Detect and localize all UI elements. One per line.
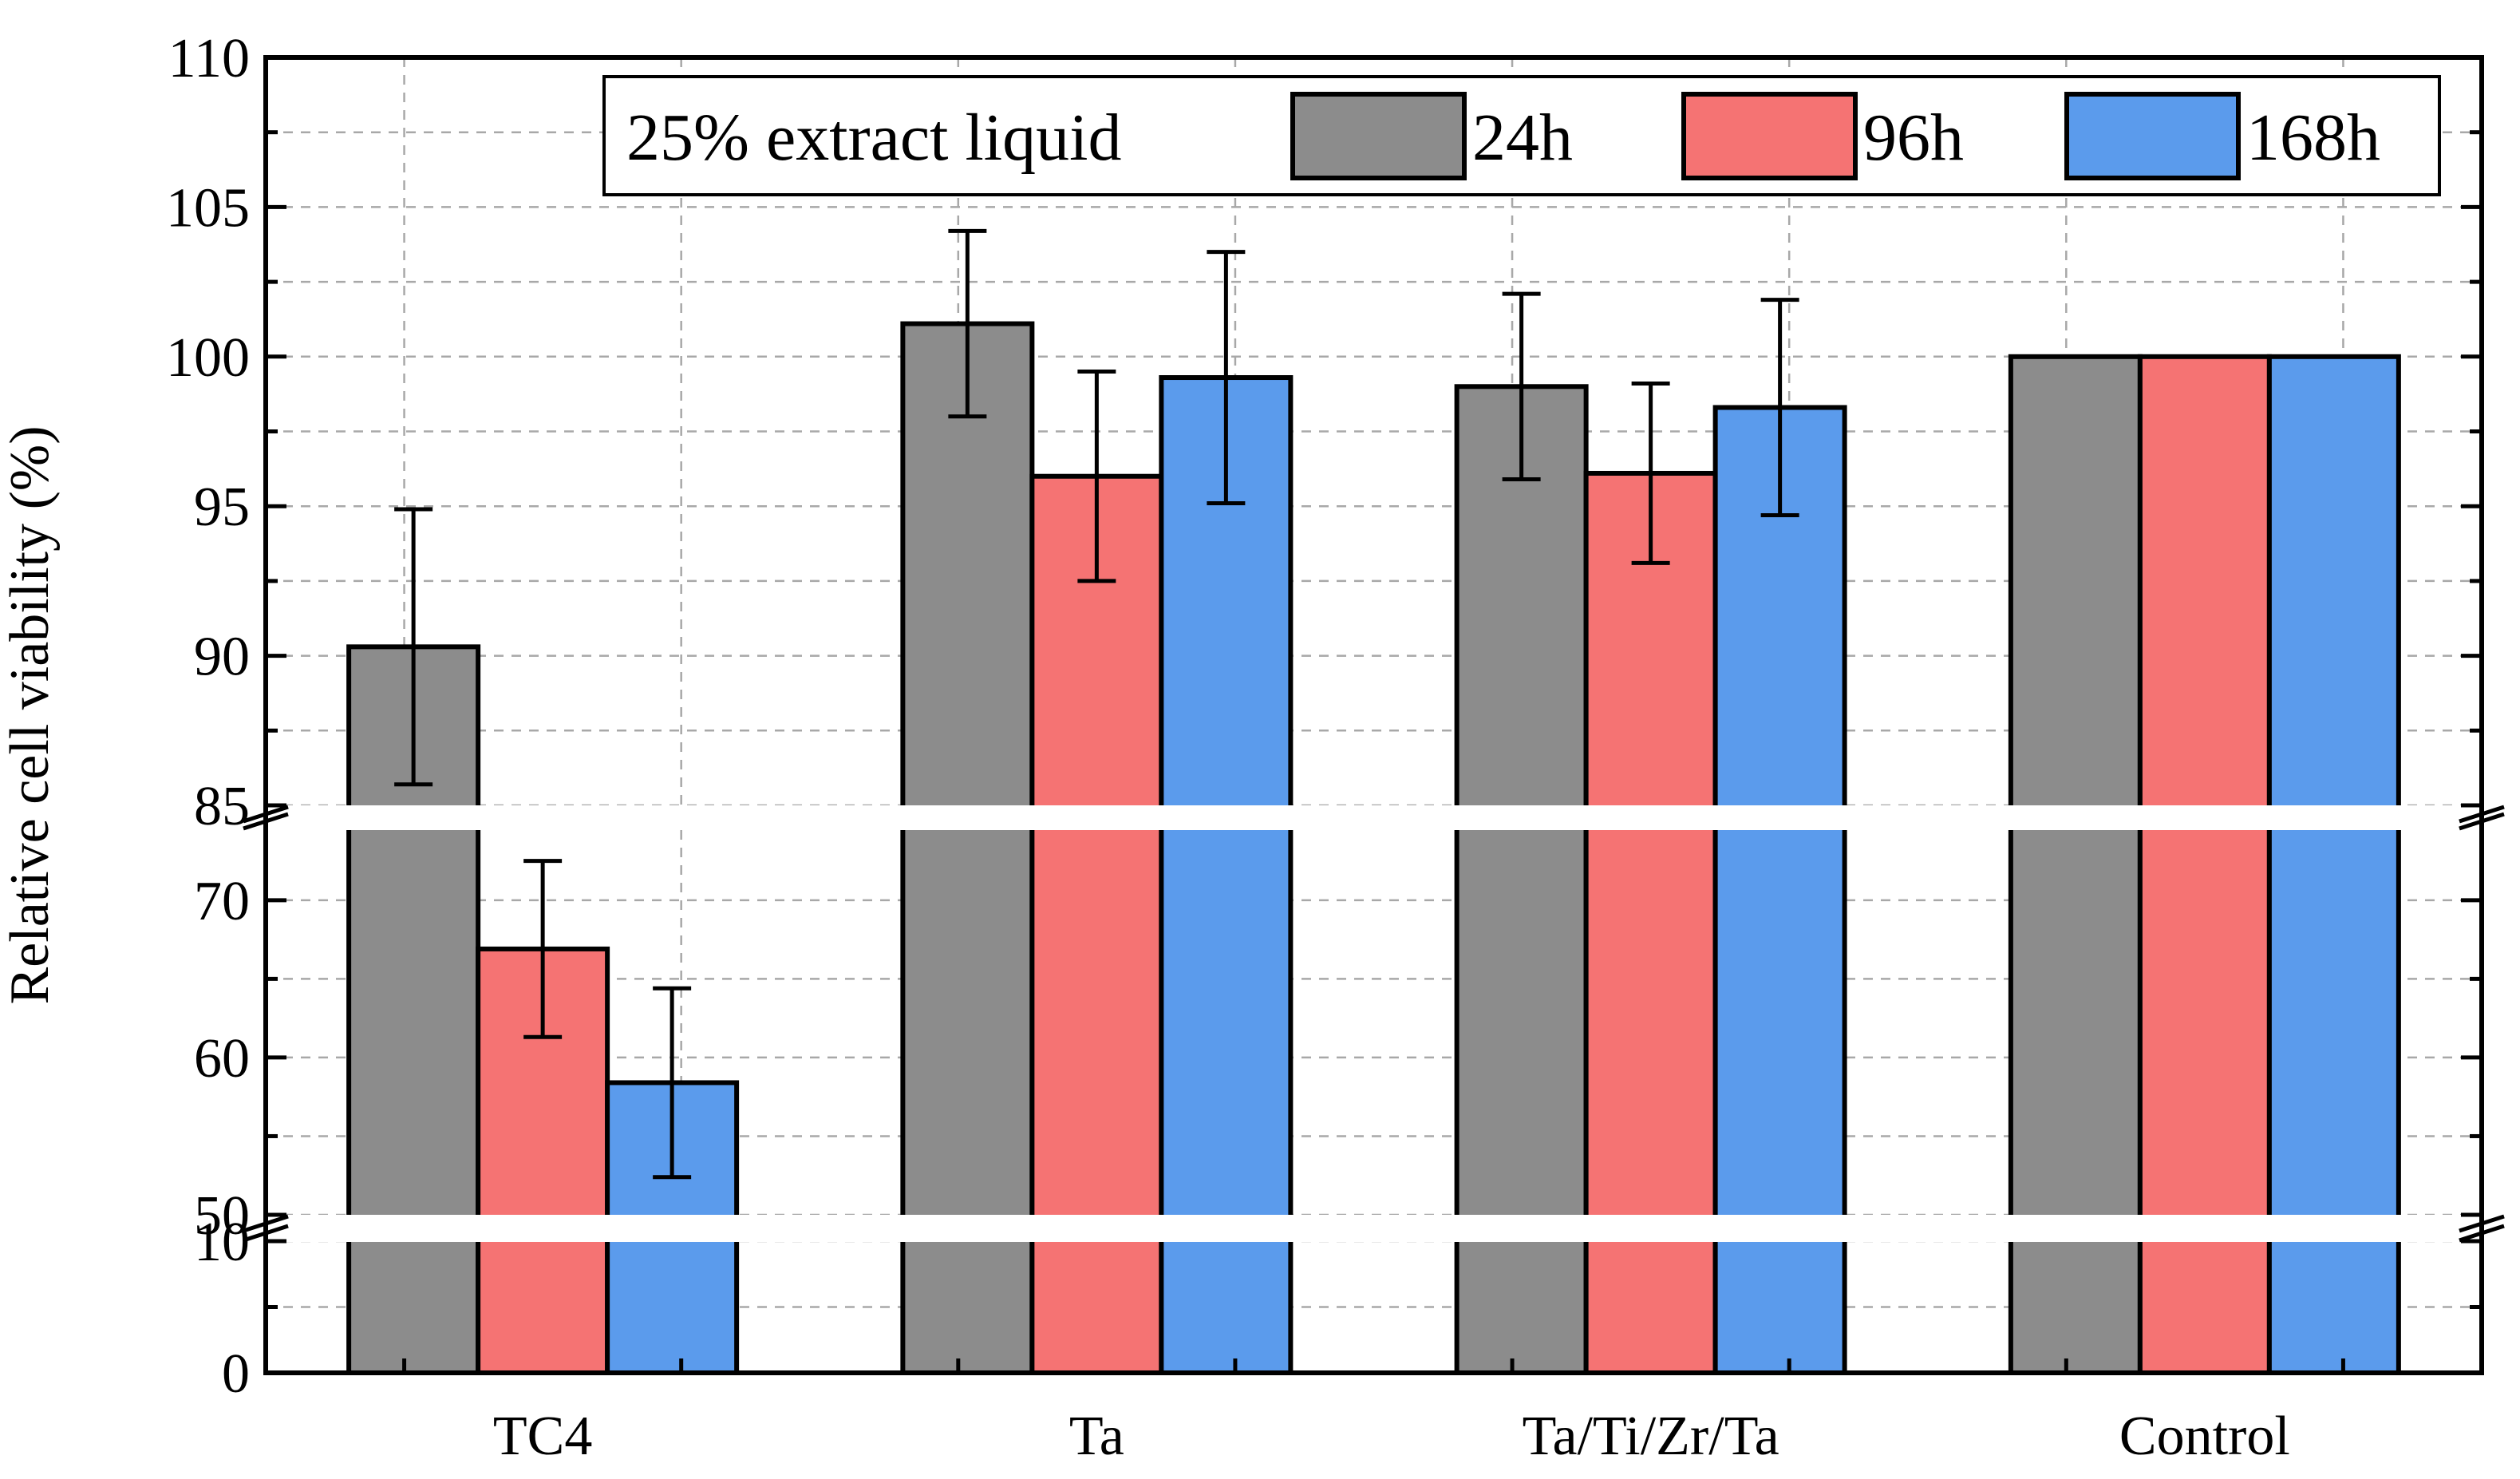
x-tick-labels: TC4 Ta Ta/Ti/Zr/Ta Control (493, 1406, 2290, 1467)
error-bar-168h-Ta-Ti-Zr-Ta (1760, 298, 1799, 517)
y-tick-label: 105 (166, 177, 250, 239)
error-bar-96h-Ta (1077, 370, 1116, 583)
legend-item-96h: 96h (1681, 92, 1964, 180)
error-bar-168h-Ta (1207, 250, 1246, 505)
x-tick-label: TC4 (493, 1406, 592, 1467)
y-tick-label: 70 (194, 871, 250, 932)
axis-break-gap (268, 805, 2479, 830)
x-tick-label: Ta/Ti/Zr/Ta (1523, 1406, 1779, 1467)
y-tick-label: 85 (194, 776, 250, 837)
axis-break-gap (268, 1215, 2479, 1242)
error-bar-168h-TC4 (653, 986, 692, 1180)
y-tick-label: 0 (222, 1343, 250, 1405)
axis-breaks (242, 805, 2506, 1243)
bar-24h-Ta-Ti-Zr-Ta (1454, 384, 1589, 1375)
legend-title: 25% extract liquid (626, 101, 1121, 175)
error-bars (394, 228, 1799, 1180)
error-bar-24h-TC4 (394, 507, 433, 787)
bar-24h-Ta (900, 321, 1035, 1375)
legend-label-96h: 96h (1863, 101, 1964, 175)
legend-swatch-168h (2064, 92, 2241, 180)
y-tick-label: 50 (194, 1185, 250, 1247)
y-tick-label: 60 (194, 1028, 250, 1089)
error-bar-96h-TC4 (523, 859, 563, 1039)
legend-item-24h: 24h (1290, 92, 1573, 180)
y-axis-title: Relative cell viability (%) (0, 425, 61, 1004)
y-tick-label: 110 (168, 28, 250, 89)
legend-swatch-24h (1290, 92, 1467, 180)
y-tick-label: 10 (194, 1212, 250, 1273)
legend-swatch-96h (1681, 92, 1858, 180)
y-tick-label: 100 (166, 327, 250, 389)
legend-label-168h: 168h (2246, 101, 2380, 175)
y-tick-label: 95 (194, 477, 250, 538)
error-bar-96h-Ta-Ti-Zr-Ta (1631, 382, 1670, 565)
axis-ticks (263, 55, 2484, 1375)
x-tick-label: Ta (1069, 1406, 1124, 1467)
error-bar-24h-Ta-Ti-Zr-Ta (1502, 291, 1541, 481)
legend: 25% extract liquid 24h 96h 168h (602, 75, 2441, 196)
error-bar-24h-Ta (948, 228, 987, 419)
bar-168h-Ta-Ti-Zr-Ta (1712, 405, 1847, 1375)
legend-item-168h: 168h (2064, 92, 2380, 180)
y-tick-label: 90 (194, 627, 250, 688)
x-tick-label: Control (2119, 1406, 2290, 1467)
legend-label-24h: 24h (1472, 101, 1573, 175)
